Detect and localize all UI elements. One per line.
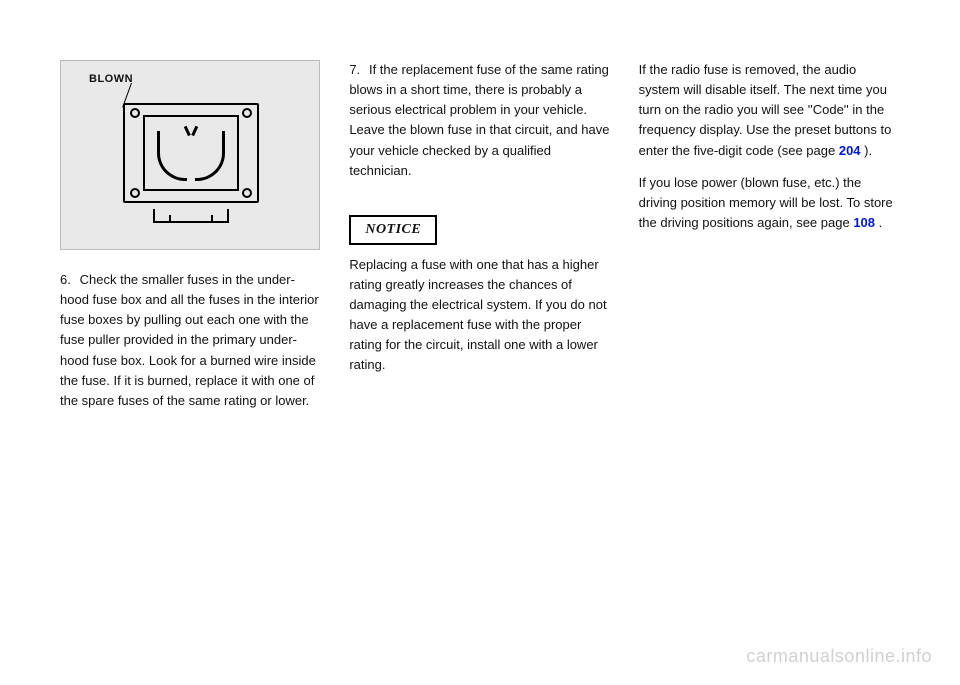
- step-number: 6.: [60, 270, 76, 290]
- fuse-base-slot: [169, 215, 213, 221]
- terminal-tl: [130, 108, 140, 118]
- memory-loss-text-b: .: [879, 215, 883, 230]
- terminal-bl: [130, 188, 140, 198]
- terminal-br: [242, 188, 252, 198]
- notice-label: NOTICE: [349, 215, 437, 245]
- page-link-108[interactable]: 108: [853, 215, 875, 230]
- step-6-text: Check the smaller fuses in the under-hoo…: [60, 272, 319, 408]
- watermark: carmanualsonline.info: [746, 646, 932, 667]
- radio-fuse-paragraph: If the radio fuse is removed, the audio …: [639, 60, 900, 161]
- notice-text: Replacing a fuse with one that has a hig…: [349, 255, 610, 376]
- step-6: 6. Check the smaller fuses in the under-…: [60, 270, 321, 411]
- column-2: 7. If the replacement fuse of the same r…: [349, 60, 610, 540]
- memory-loss-paragraph: If you lose power (blown fuse, etc.) the…: [639, 173, 900, 233]
- terminal-tr: [242, 108, 252, 118]
- fuse-body: [123, 103, 259, 223]
- step-number: 7.: [349, 60, 365, 80]
- content-columns: BLOWN 6. C: [60, 60, 900, 540]
- step-7: 7. If the replacement fuse of the same r…: [349, 60, 610, 181]
- column-1: BLOWN 6. C: [60, 60, 321, 540]
- fuse-diagram: BLOWN: [60, 60, 320, 250]
- spacer: [349, 193, 610, 215]
- blown-label: BLOWN: [89, 71, 133, 88]
- column-3: If the radio fuse is removed, the audio …: [639, 60, 900, 540]
- step-7-text: If the replacement fuse of the same rati…: [349, 62, 609, 178]
- manual-page: BLOWN 6. C: [0, 0, 960, 685]
- radio-fuse-text-b: ).: [864, 143, 872, 158]
- page-link-204[interactable]: 204: [839, 143, 861, 158]
